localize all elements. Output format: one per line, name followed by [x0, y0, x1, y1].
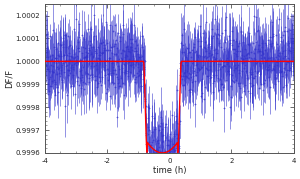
X-axis label: time (h): time (h): [152, 166, 186, 175]
Y-axis label: DF/F: DF/F: [4, 69, 13, 88]
